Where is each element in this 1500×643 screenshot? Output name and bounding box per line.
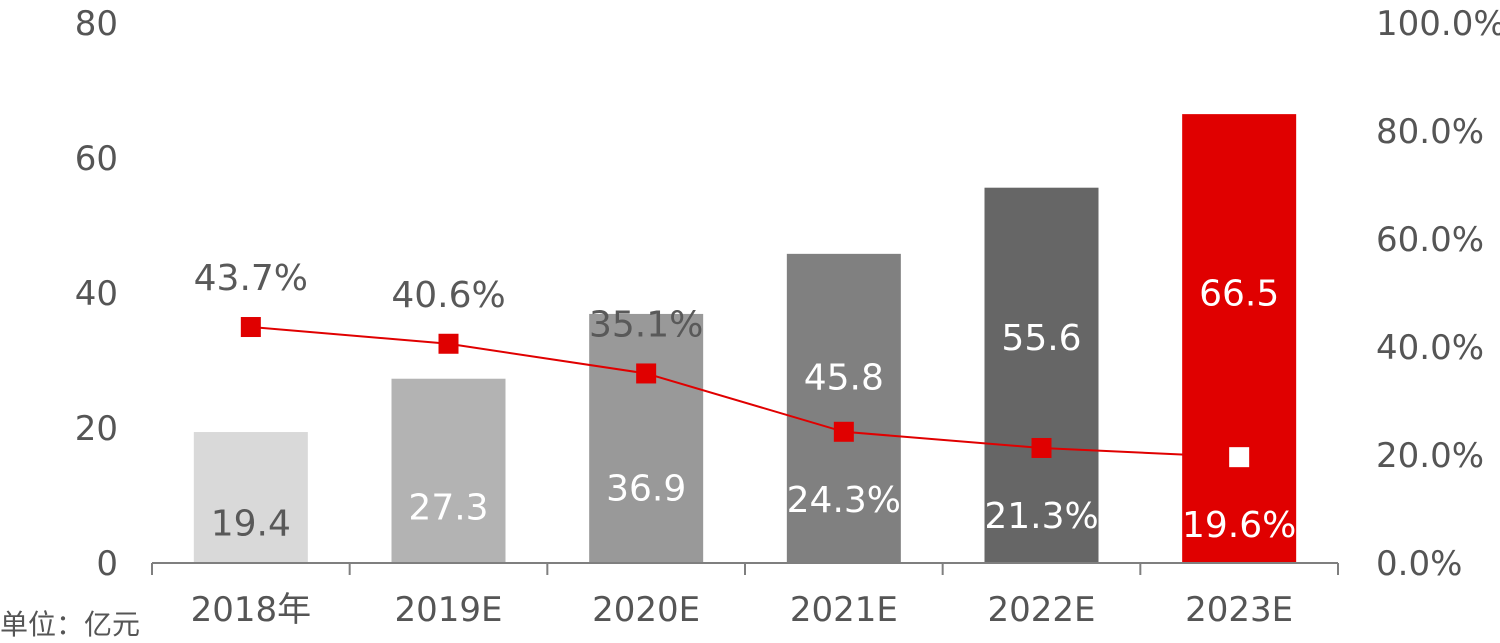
- bar-value-label: 27.3: [408, 488, 488, 529]
- right-axis-tick-label: 100.0%: [1376, 4, 1500, 44]
- unit-note: 单位：亿元: [0, 608, 140, 641]
- left-axis-tick-label: 60: [75, 139, 118, 179]
- x-axis-category-label: 2023E: [1185, 590, 1293, 630]
- bar-value-label: 55.6: [1001, 318, 1081, 359]
- right-axis-tick-label: 80.0%: [1376, 112, 1484, 152]
- growth-rate-label: 21.3%: [984, 496, 1098, 537]
- growth-rate-marker: [240, 317, 261, 338]
- left-axis: 0 20 40 60 80: [75, 4, 118, 584]
- left-axis-tick-label: 40: [75, 274, 118, 314]
- growth-rate-marker: [1031, 437, 1052, 458]
- growth-rate-marker: [438, 333, 459, 354]
- x-axis-category-label: 2022E: [987, 590, 1095, 630]
- right-axis: 0.0% 20.0% 40.0% 60.0% 80.0% 100.0%: [1376, 4, 1500, 584]
- bar: [391, 378, 506, 563]
- right-axis-tick-label: 40.0%: [1376, 328, 1484, 368]
- bar: [589, 313, 704, 563]
- growth-rate-marker: [1229, 447, 1250, 468]
- growth-rate-line: [250, 326, 1240, 459]
- x-axis-category-label: 2020E: [592, 590, 700, 630]
- growth-rate-marker: [833, 421, 854, 442]
- right-axis-tick-label: 0.0%: [1376, 544, 1462, 584]
- bar: [984, 187, 1099, 563]
- right-axis-tick-label: 60.0%: [1376, 220, 1484, 260]
- growth-rate-marker: [636, 363, 657, 384]
- x-axis: 2018年 2019E 2020E 2021E 2022E 2023E: [151, 562, 1339, 630]
- bar-value-label: 45.8: [804, 358, 884, 399]
- growth-rate-label: 40.6%: [391, 275, 505, 316]
- bar: [786, 253, 901, 563]
- x-axis-category-label: 2018年: [191, 590, 312, 630]
- bar: [1182, 114, 1297, 563]
- left-axis-tick-label: 80: [75, 4, 118, 44]
- bar: [193, 432, 308, 563]
- left-axis-tick-label: 0: [96, 544, 118, 584]
- bar-value-label: 66.5: [1199, 274, 1279, 315]
- x-axis-category-label: 2021E: [790, 590, 898, 630]
- left-axis-tick-label: 20: [75, 409, 118, 449]
- growth-rate-label: 24.3%: [787, 480, 901, 521]
- bar-value-label: 36.9: [606, 468, 686, 509]
- right-axis-tick-label: 20.0%: [1376, 436, 1484, 476]
- x-axis-category-label: 2019E: [394, 590, 502, 630]
- growth-rate-label: 35.1%: [589, 304, 703, 345]
- data-labels: 19.4 27.3 36.9 45.8 55.6 66.5 43.7% 40.6% 35.1% 2…: [194, 258, 1297, 546]
- bar-value-label: 19.4: [211, 504, 291, 545]
- growth-rate-label: 43.7%: [194, 258, 308, 299]
- growth-line-layer: [240, 317, 1250, 468]
- growth-rate-label: 19.6%: [1182, 505, 1296, 546]
- bars: [193, 114, 1297, 563]
